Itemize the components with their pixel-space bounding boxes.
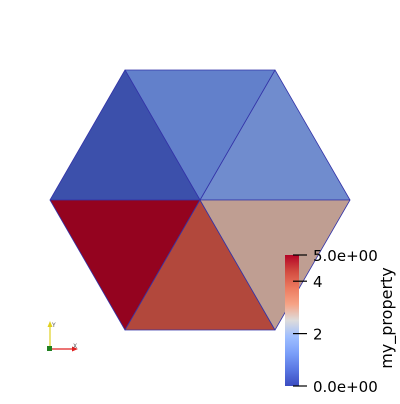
scalar-bar-tick-label: 2 [313,326,323,344]
scalar-bar[interactable]: 5.0e+00 4 2 0.0e+00 my_property [285,247,397,396]
y-axis-arrowhead [47,321,53,327]
scalar-bar-tick-label: 4 [313,273,323,291]
scalar-bar-gradient [285,255,299,386]
z-axis-marker [47,346,52,351]
orientation-axes: Y X [47,321,78,352]
x-axis-arrowhead [72,346,78,352]
x-axis-label: X [73,343,77,350]
hexagon-mesh[interactable] [49,69,351,331]
mesh-triangle[interactable] [199,199,351,331]
scalar-bar-tick-label: 0.0e+00 [313,378,378,396]
y-axis-label: Y [51,322,56,329]
scalar-bar-ticks: 5.0e+00 4 2 0.0e+00 [293,247,378,396]
scalar-bar-tick-label: 5.0e+00 [313,247,378,265]
scalar-bar-title: my_property [377,267,397,369]
